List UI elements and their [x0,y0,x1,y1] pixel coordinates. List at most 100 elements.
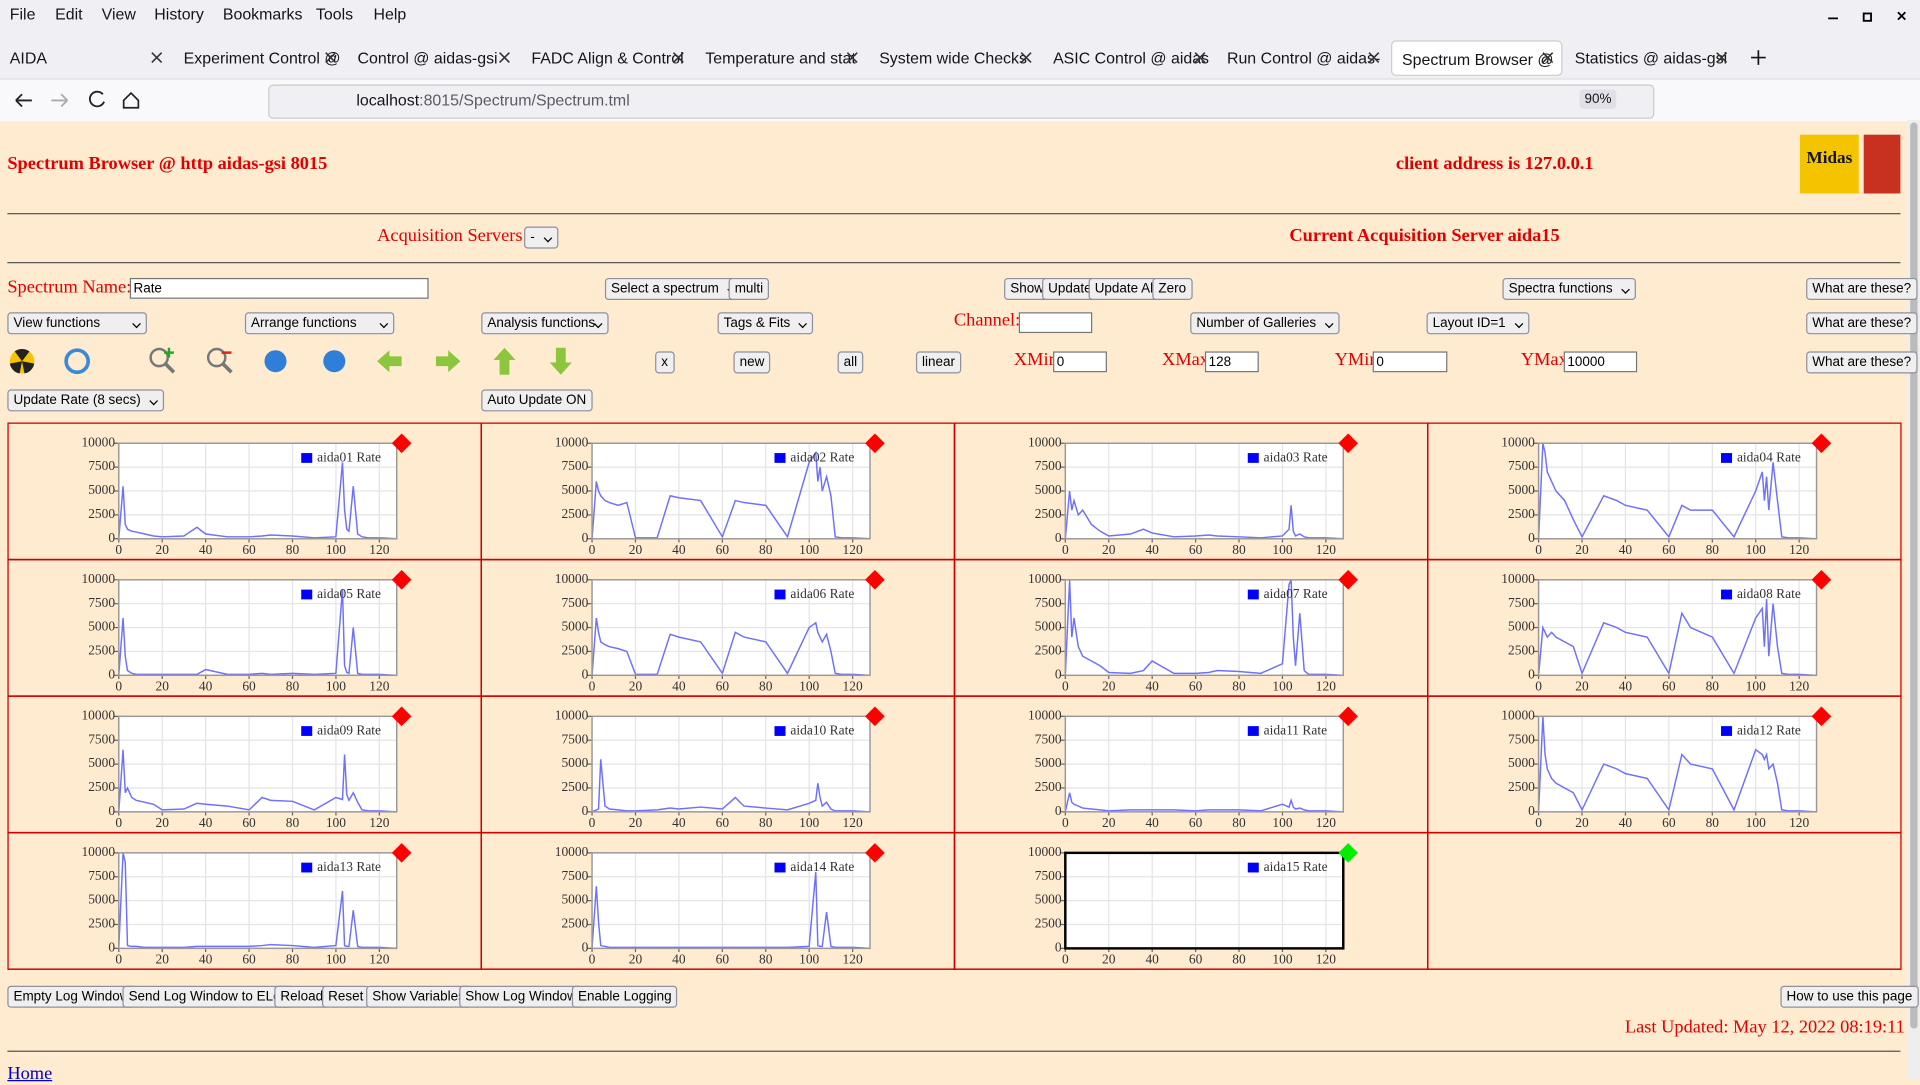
window-controls[interactable] [1822,7,1908,27]
footer-button[interactable]: Enable Logging [571,985,678,1008]
y-tick-label: 7500 [1508,731,1535,746]
tab-close[interactable] [1194,51,1206,64]
ymin-input[interactable] [1372,351,1448,373]
x-tick-label: 0 [1062,542,1069,557]
x-tick-label: 0 [1062,815,1069,830]
plot-frame [1064,442,1345,540]
tab-close[interactable] [1716,51,1728,64]
tab[interactable]: Run Control @ aidas- [1226,48,1381,68]
tab-close[interactable] [498,51,510,64]
tab[interactable]: Temperature and stat [705,48,856,68]
action-button[interactable]: Update [1042,277,1098,301]
nav-buttons[interactable] [12,88,147,112]
menu-item[interactable]: Tools [315,4,354,24]
x-tick-label: 80 [1706,815,1720,830]
x-tick-label: 20 [1102,952,1116,967]
tab[interactable]: FADC Align & Control [531,48,684,68]
tab-close[interactable] [1020,51,1032,64]
legend-swatch [774,726,786,736]
action-button[interactable]: Zero [1152,277,1193,301]
tags-fits[interactable]: Tags & Fits [717,312,814,335]
x-tick-label: 80 [1232,815,1246,830]
x-tick-label: 120 [369,952,389,967]
help-page-button[interactable]: How to use this page [1780,985,1919,1008]
galleries[interactable]: Number of Galleries [1190,312,1340,335]
menu-item[interactable]: Help [373,4,407,24]
y-tick-label: 7500 [1035,595,1062,610]
y-tick-label: 0 [108,939,115,954]
tab-close[interactable] [1368,51,1380,64]
tab[interactable]: ASIC Control @ aidas [1053,48,1210,68]
analysis-functions[interactable]: Analysis functions [481,312,609,335]
action-button[interactable]: Update All [1088,277,1163,301]
tool-icons[interactable] [7,345,583,377]
x-tick-label: 100 [799,952,819,967]
url-bar[interactable] [268,84,1655,119]
x-tick-label: 0 [1062,952,1069,967]
tab[interactable]: Control @ aidas-gsi [357,48,498,68]
tab[interactable]: Spectrum Browser @ [1391,40,1563,76]
ymin-label: YMin [1334,350,1379,370]
y-tick-label: 5000 [88,755,115,770]
footer-button[interactable]: Reset [322,985,370,1008]
x-tick-label: 60 [242,542,256,557]
y-tick-label: 10000 [1501,707,1535,722]
x-tick-label: 20 [1575,542,1589,557]
footer-button[interactable]: Show Log Window [459,985,583,1008]
xmin-input[interactable] [1053,351,1107,373]
menu-item[interactable]: View [101,4,136,24]
spectrum-name-input[interactable] [129,277,429,299]
menu-item[interactable]: Bookmarks [222,4,303,24]
footer-button[interactable]: Send Log Window to ELog [122,985,295,1008]
tab[interactable]: AIDA [9,48,47,68]
small-button[interactable]: linear [915,351,962,374]
channel-input[interactable] [1018,312,1093,334]
zoom[interactable]: 90% [1579,89,1617,109]
help-button[interactable]: What are these? [1806,312,1918,335]
help-button[interactable]: What are these? [1806,277,1918,301]
y-tick-label: 5000 [1035,619,1062,634]
tab[interactable]: Statistics @ aidas-gsi [1574,48,1728,68]
page-title: Spectrum Browser @ http aidas-gsi 8015 [7,154,328,174]
menu-item[interactable]: File [9,4,36,24]
view-functions[interactable]: View functions [7,312,147,335]
tab-close[interactable] [324,51,337,64]
footer-button[interactable]: Empty Log Window [7,985,136,1008]
spectra-functions[interactable]: Spectra functions [1502,277,1636,301]
ymax-input[interactable] [1563,351,1638,373]
update-rate[interactable]: Update Rate (8 secs) [7,389,165,412]
tab-close[interactable] [846,51,858,64]
xmax-input[interactable] [1204,351,1259,373]
small-button[interactable]: x [655,351,675,374]
x-tick-label: 60 [716,542,730,557]
footer-button[interactable]: Show Variables [366,985,471,1008]
tab-close[interactable] [672,51,684,64]
menu-item[interactable]: History [154,4,204,24]
small-button[interactable]: new [733,351,771,374]
x-tick-label: 40 [199,815,213,830]
select-spectrum[interactable]: Select a spectrum [604,277,743,301]
x-tick-label: 120 [1789,679,1809,694]
auto-update-button[interactable]: Auto Update ON [481,389,593,412]
x-tick-label: 40 [672,679,686,694]
home-link[interactable]: Home [7,1064,53,1084]
arrange-functions[interactable]: Arrange functions [244,312,395,335]
new-tab[interactable] [1749,48,1769,68]
tab[interactable]: System wide Checks [879,48,1027,68]
y-tick-label: 10000 [555,434,589,449]
tab-close[interactable] [1542,51,1554,64]
tab[interactable]: Experiment Control @ [183,48,341,68]
menu-item[interactable]: Edit [55,4,83,24]
footer-button[interactable]: Reload [274,985,330,1008]
small-button[interactable]: all [837,351,864,374]
current-server: Current Acquisition Server aida15 [1289,226,1560,247]
multi-button[interactable]: multi [728,277,770,301]
acq-select[interactable]: - [524,226,558,249]
tab-close[interactable] [151,51,163,64]
help-button[interactable]: What are these? [1806,351,1918,374]
layout-select[interactable]: Layout ID=1 [1426,312,1529,335]
client-address: client address is 127.0.0.1 [1395,154,1594,174]
x-tick-label: 0 [589,815,596,830]
scrollbar[interactable] [1907,120,1920,1081]
legend-label: aida02 Rate [790,450,854,465]
